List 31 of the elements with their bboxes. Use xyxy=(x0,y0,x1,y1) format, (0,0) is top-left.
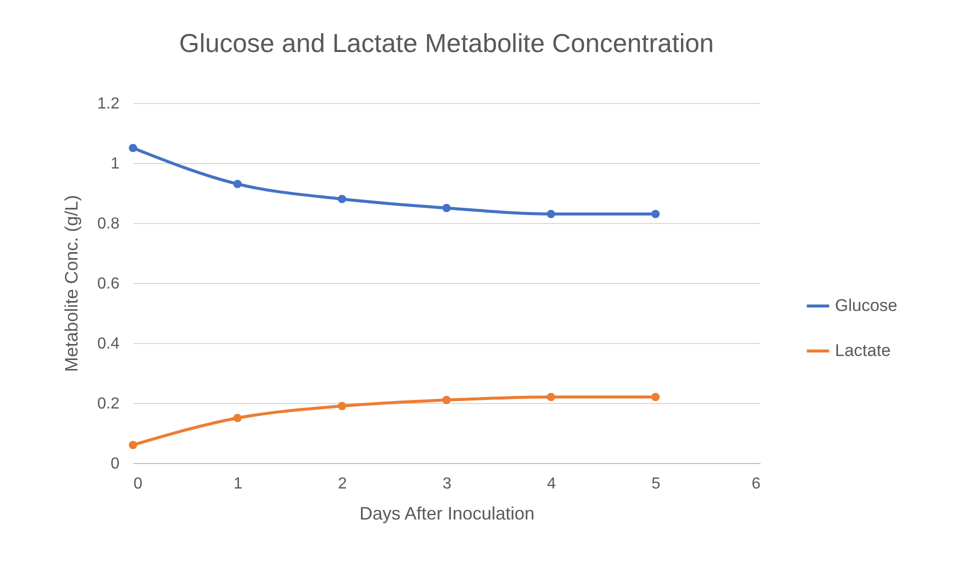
x-axis-title: Days After Inoculation xyxy=(359,504,535,524)
x-tick-label: 5 xyxy=(652,476,661,492)
y-tick-label: 0.4 xyxy=(97,336,120,352)
x-tick-label: 6 xyxy=(752,476,761,492)
y-axis-title: Metabolite Conc. (g/L) xyxy=(61,194,82,372)
y-tick-label: 0.6 xyxy=(97,276,120,292)
y-tick-label: 0 xyxy=(110,456,120,472)
point xyxy=(651,210,660,218)
x-tick-label: 4 xyxy=(547,476,556,492)
y-tick-label: 0.8 xyxy=(97,216,120,232)
point xyxy=(233,414,242,422)
x-tick-label: 0 xyxy=(134,476,142,492)
legend-label: Glucose xyxy=(835,296,898,315)
legend-label: Lactate xyxy=(835,341,891,360)
point xyxy=(651,392,660,402)
point xyxy=(546,392,556,402)
point xyxy=(233,180,242,188)
point xyxy=(442,204,451,212)
x-tick-label: 3 xyxy=(442,476,452,492)
point xyxy=(128,144,138,152)
chart-title: Glucose and Lactate Metabolite Concentration xyxy=(179,28,714,58)
y-tick-label: 1 xyxy=(110,156,120,172)
point xyxy=(128,440,138,450)
point xyxy=(338,194,346,204)
y-tick-label: 1.2 xyxy=(97,96,120,112)
point xyxy=(546,210,556,218)
point xyxy=(442,396,451,404)
x-tick-label: 2 xyxy=(338,476,348,492)
point xyxy=(338,402,346,410)
y-tick-label: 0.2 xyxy=(97,396,120,412)
x-tick-label: 1 xyxy=(234,476,243,492)
